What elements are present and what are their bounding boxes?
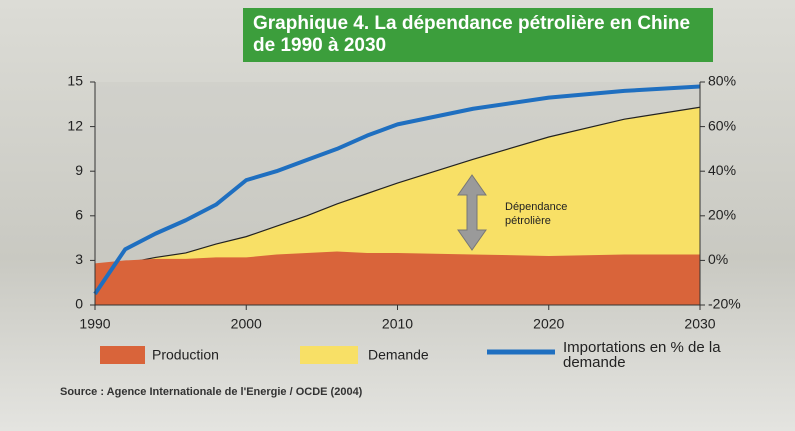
x-tick-label: 2010 [382,316,413,332]
y2-tick-label: 0% [708,251,728,267]
y-tick-label: 0 [75,296,83,312]
y-tick-label: 3 [75,251,83,267]
y2-tick-label: 20% [708,207,736,223]
area [95,107,700,305]
area [95,251,700,305]
legend-label: Production [152,347,219,363]
y2-tick-label: 80% [708,73,736,89]
y-tick-label: 9 [75,162,83,178]
legend-swatch [100,346,145,364]
y2-tick-label: 60% [708,117,736,133]
demand-line [94,106,701,272]
legend-label: Demande [368,347,429,363]
annotation: Dépendance pétrolière [505,201,568,227]
y-tick-label: 15 [67,73,83,89]
line [93,84,701,295]
legend-swatch [300,346,358,364]
arrow [457,174,487,251]
y-tick-label: 6 [75,207,83,223]
x-tick-label: 2000 [231,316,262,332]
x-tick-label: 2030 [684,316,715,332]
source: Source : Agence Internationale de l'Ener… [60,386,363,398]
y2-tick-label: 40% [708,162,736,178]
x-tick-label: 1990 [79,316,110,332]
legend-label: Importations en % de la demande [563,339,721,371]
x-tick-label: 2020 [533,316,564,332]
y2-tick-label: -20% [708,296,741,312]
chart-title: Graphique 4. La dépendance pétrolière en… [243,8,713,62]
y-tick-label: 12 [67,117,83,133]
